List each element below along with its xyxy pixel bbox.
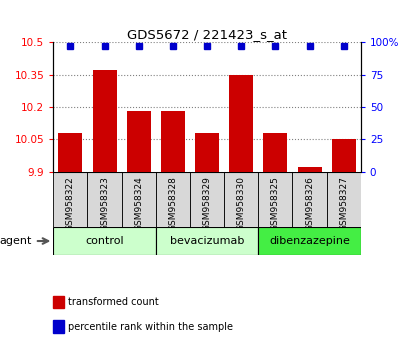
Bar (263, 133, 287, 172)
FancyBboxPatch shape (87, 172, 121, 227)
Bar (195, 133, 218, 172)
FancyBboxPatch shape (258, 227, 360, 255)
Bar (92, 70, 116, 172)
Title: GDS5672 / 221423_s_at: GDS5672 / 221423_s_at (127, 28, 286, 41)
FancyBboxPatch shape (326, 172, 360, 227)
Bar (58, 133, 82, 172)
Bar (331, 139, 355, 172)
Text: GSM958326: GSM958326 (304, 176, 313, 231)
Text: GSM958327: GSM958327 (338, 176, 347, 231)
Text: bevacizumab: bevacizumab (169, 236, 244, 246)
FancyBboxPatch shape (224, 172, 258, 227)
Text: GSM958330: GSM958330 (236, 176, 245, 231)
FancyBboxPatch shape (53, 227, 155, 255)
Bar (160, 112, 184, 172)
Bar (297, 167, 321, 172)
Text: percentile rank within the sample: percentile rank within the sample (67, 322, 232, 332)
FancyBboxPatch shape (155, 172, 189, 227)
Text: GSM958328: GSM958328 (168, 176, 177, 231)
Text: agent: agent (0, 236, 32, 246)
Bar (126, 112, 150, 172)
FancyBboxPatch shape (292, 172, 326, 227)
Text: control: control (85, 236, 124, 246)
Text: GSM958323: GSM958323 (100, 176, 109, 231)
Text: GSM958322: GSM958322 (66, 176, 75, 231)
Text: GSM958325: GSM958325 (270, 176, 279, 231)
Text: transformed count: transformed count (67, 297, 158, 307)
FancyBboxPatch shape (121, 172, 155, 227)
Bar (229, 75, 253, 172)
FancyBboxPatch shape (258, 172, 292, 227)
Text: dibenzazepine: dibenzazepine (268, 236, 349, 246)
Text: GSM958329: GSM958329 (202, 176, 211, 231)
FancyBboxPatch shape (53, 172, 87, 227)
FancyBboxPatch shape (155, 227, 258, 255)
Text: GSM958324: GSM958324 (134, 176, 143, 231)
FancyBboxPatch shape (189, 172, 224, 227)
